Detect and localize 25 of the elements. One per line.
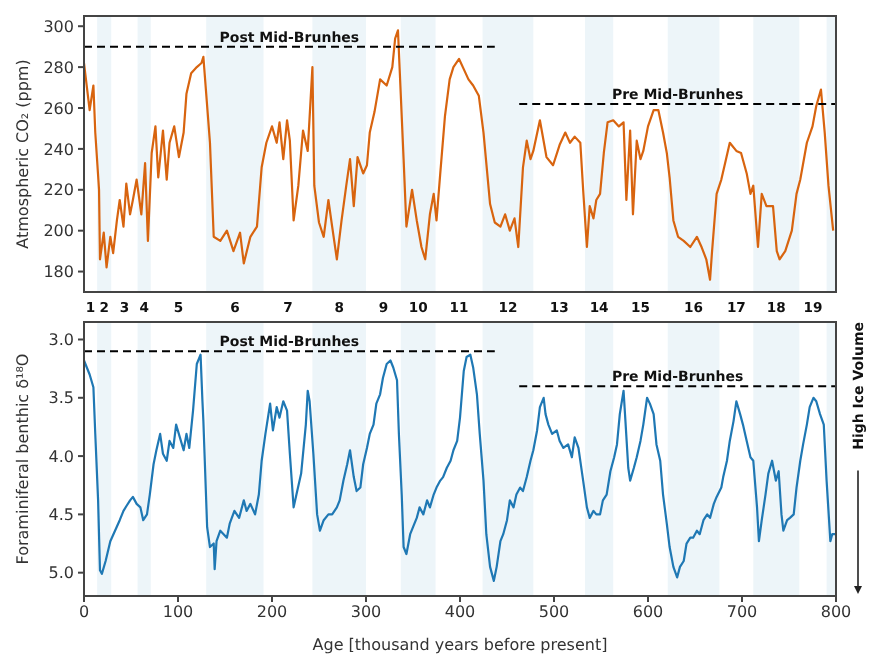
x-tick-label: 400: [444, 603, 476, 622]
y-axis-title: Atmospheric CO₂ (ppm): [14, 59, 32, 249]
y-tick-label: 240: [43, 140, 74, 159]
x-tick-label: 0: [78, 603, 90, 622]
x-tick-label: 700: [726, 603, 758, 622]
y-axis-title: Foraminiferal benthic δ¹⁸O: [14, 353, 32, 565]
x-tick-label: 300: [350, 603, 382, 622]
y-tick-label: 200: [43, 222, 74, 241]
x-tick-label: 500: [538, 603, 570, 622]
x-tick-label: 100: [162, 603, 194, 622]
y-tick-label: 180: [43, 263, 74, 282]
y-tick-label: 280: [43, 58, 74, 77]
x-tick-label: 600: [632, 603, 664, 622]
y-tick-label: 4.5: [48, 506, 74, 525]
y-tick-label: 300: [43, 17, 74, 36]
line-series: [84, 353, 836, 582]
x-axis-title: Age [thousand years before present]: [312, 636, 608, 654]
y-tick-label: 5.0: [48, 564, 74, 583]
y-tick-label: 3.5: [48, 389, 74, 408]
y-tick-label: 3.0: [48, 331, 74, 350]
x-tick-label: 800: [820, 603, 852, 622]
y-tick-label: 260: [43, 99, 74, 118]
x-tick-label: 200: [256, 603, 288, 622]
y-tick-label: 4.0: [48, 447, 74, 466]
y-tick-label: 220: [43, 181, 74, 200]
